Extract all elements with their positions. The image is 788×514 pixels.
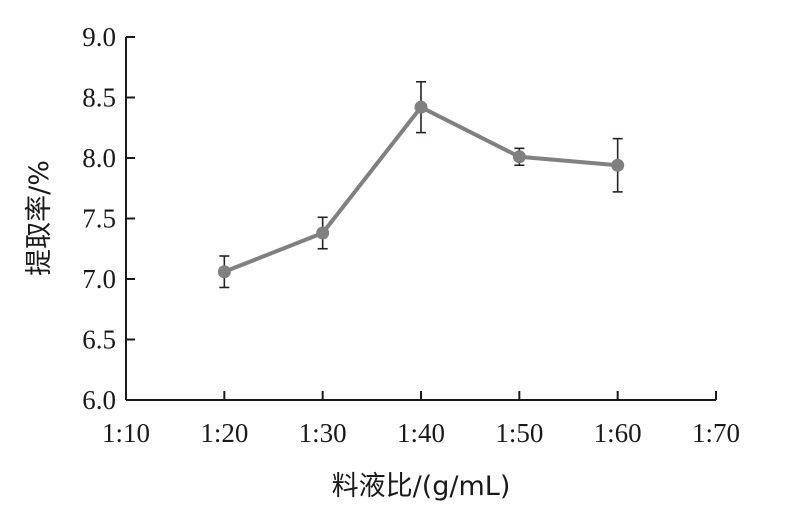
y-tick-label: 7.0 — [82, 264, 116, 294]
data-point — [316, 226, 330, 240]
y-tick-label: 6.5 — [82, 325, 116, 355]
data-point — [512, 150, 526, 164]
x-axis-title: 料液比/(g/mL) — [332, 471, 511, 502]
x-tick-label: 1:70 — [692, 418, 740, 448]
x-tick-label: 1:60 — [594, 418, 642, 448]
x-ticks: 1:10 1:20 1:30 1:40 1:50 1:60 1:70 — [102, 391, 740, 448]
y-tick-label: 8.5 — [82, 83, 116, 113]
data-point — [217, 265, 231, 279]
y-tick-label: 8.0 — [82, 143, 116, 173]
y-ticks: 6.0 6.5 7.0 7.5 8.0 8.5 9.0 — [82, 22, 135, 415]
data-point — [611, 158, 625, 172]
y-axis-title: 提取率/% — [24, 160, 55, 276]
y-tick-label: 9.0 — [82, 22, 116, 52]
x-tick-label: 1:40 — [397, 418, 445, 448]
x-tick-label: 1:10 — [102, 418, 150, 448]
y-tick-label: 7.5 — [82, 204, 116, 234]
x-tick-label: 1:50 — [495, 418, 543, 448]
x-tick-label: 1:20 — [200, 418, 248, 448]
y-tick-label: 6.0 — [82, 385, 116, 415]
series — [217, 80, 625, 289]
x-tick-label: 1:30 — [299, 418, 347, 448]
data-point — [414, 100, 428, 114]
